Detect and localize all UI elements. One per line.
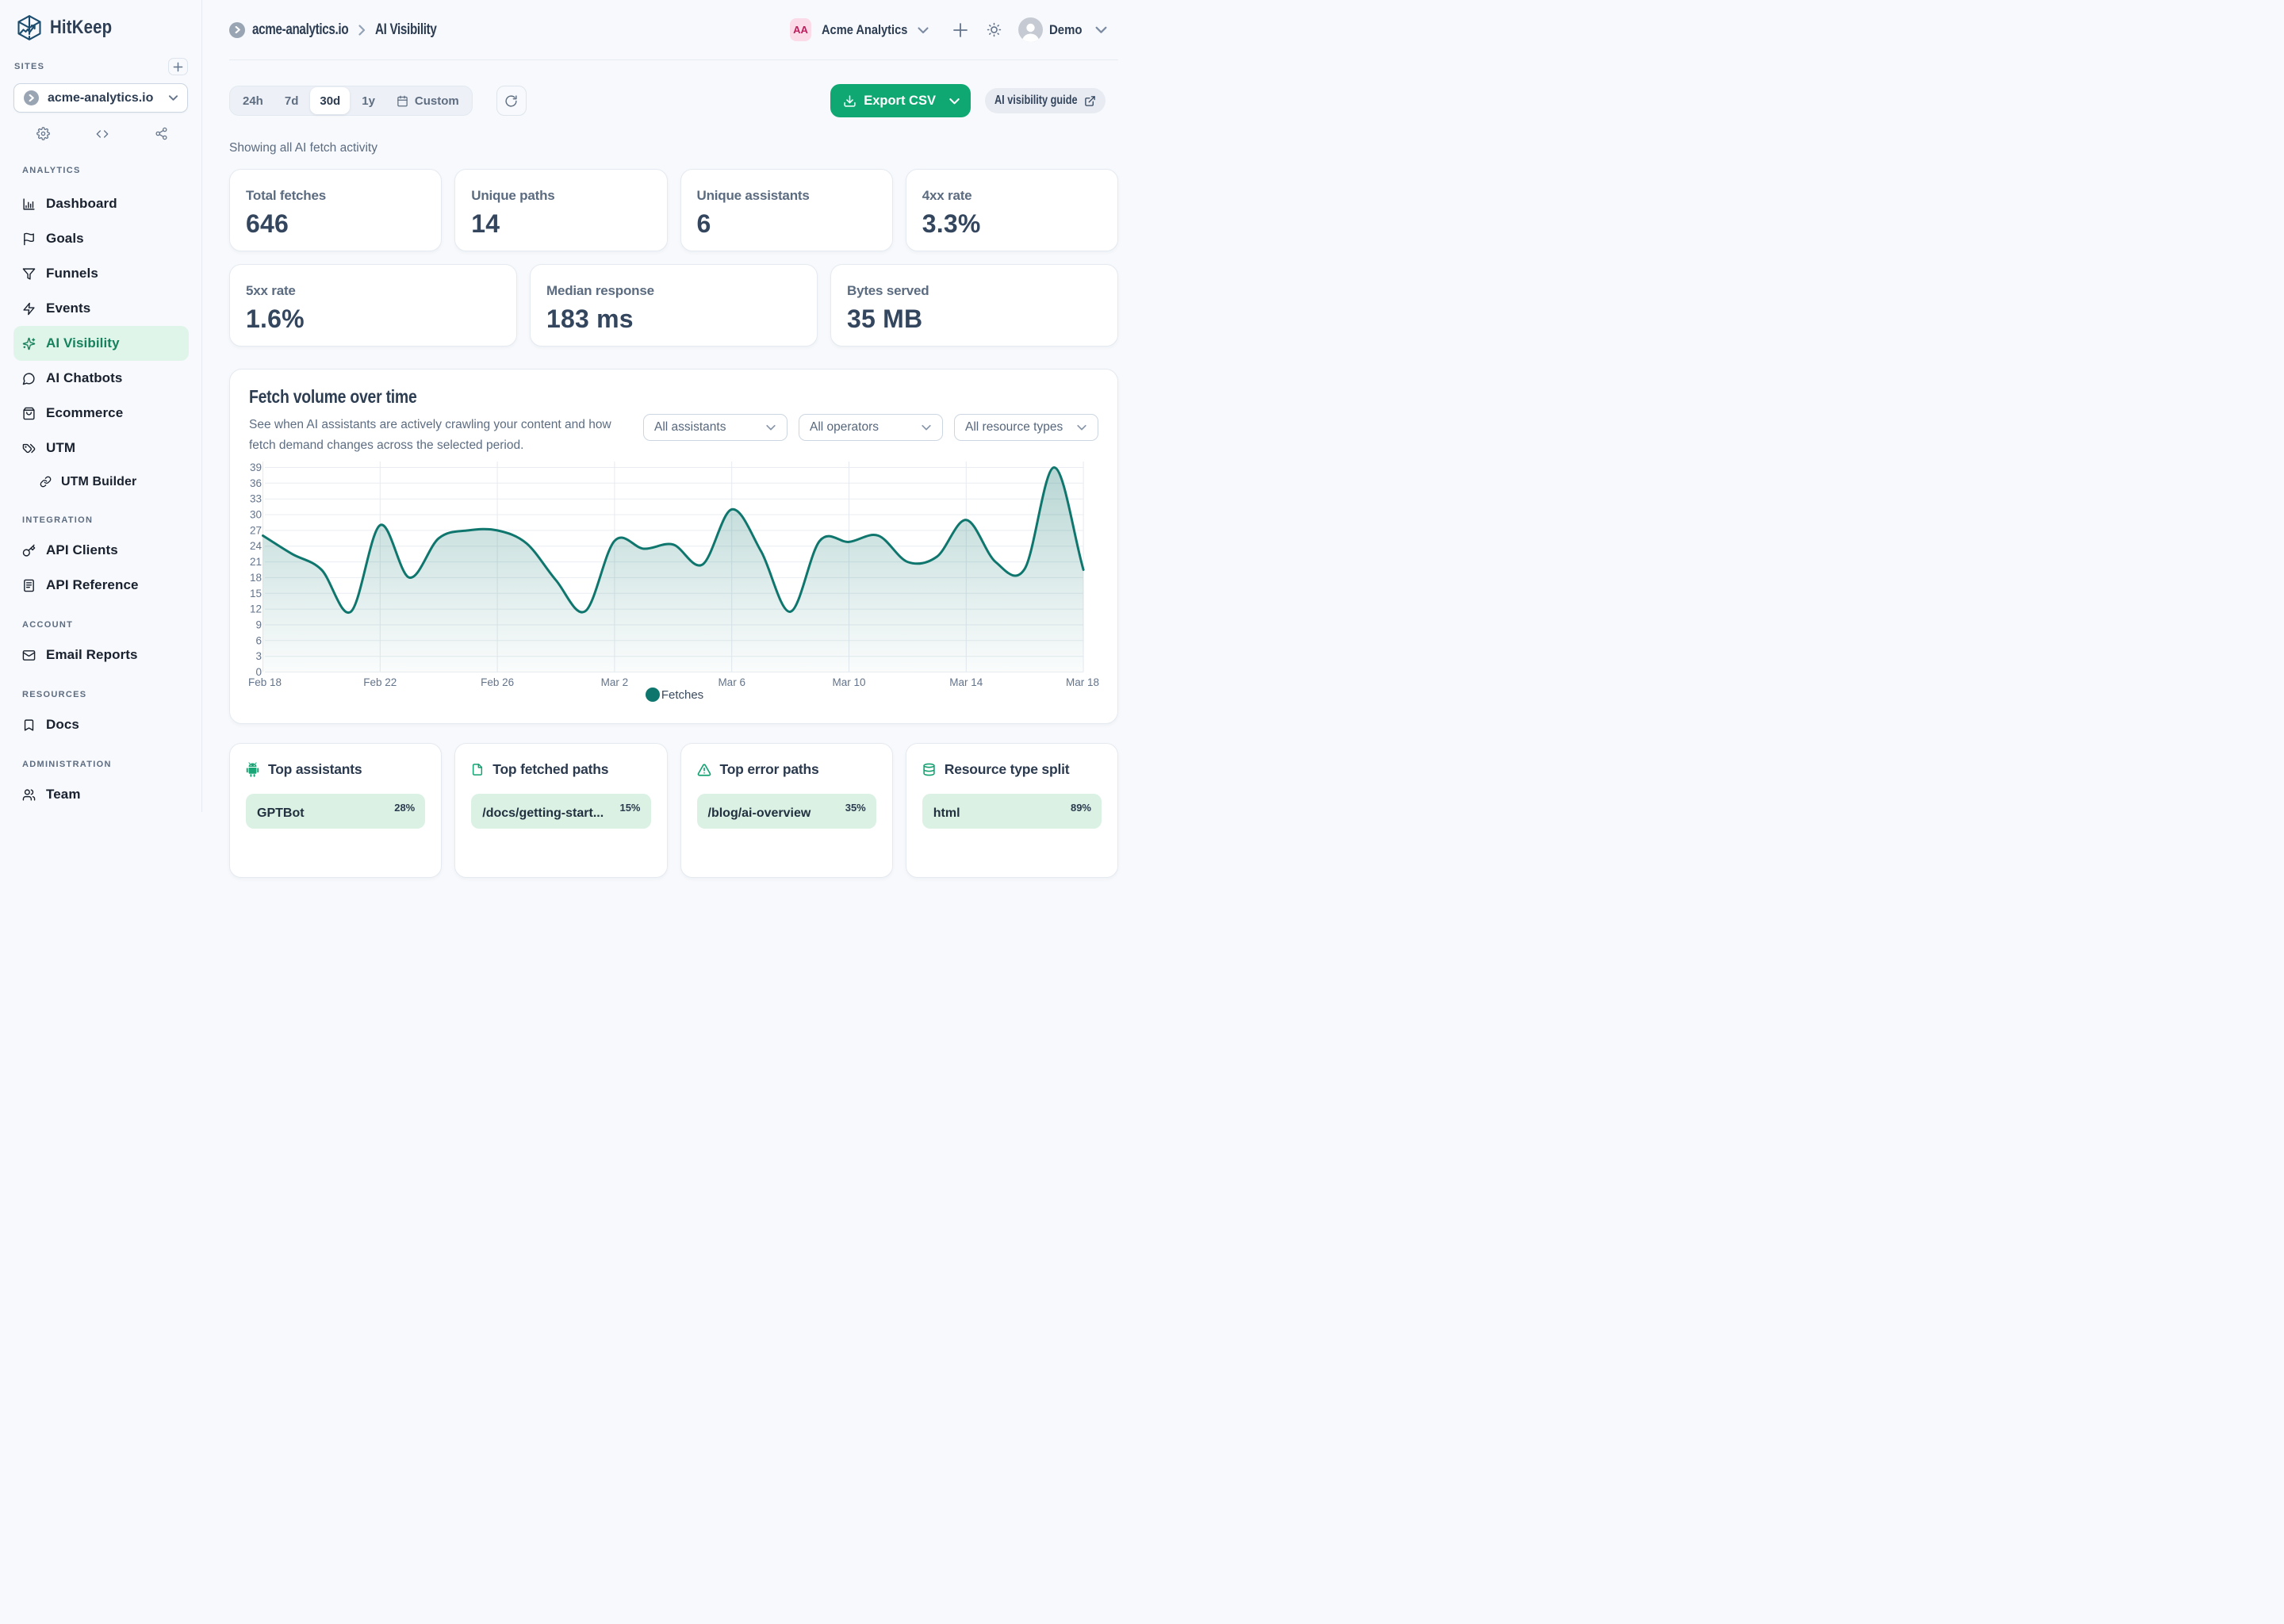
svg-text:Mar 18: Mar 18 [1066, 676, 1099, 688]
svg-text:Mar 10: Mar 10 [832, 676, 865, 688]
svg-text:6: 6 [255, 634, 262, 646]
svg-text:Mar 6: Mar 6 [718, 676, 745, 688]
svg-text:27: 27 [250, 524, 262, 536]
svg-text:3: 3 [255, 650, 262, 662]
svg-text:0: 0 [255, 666, 262, 678]
svg-text:Feb 18: Feb 18 [248, 676, 282, 688]
svg-text:36: 36 [250, 477, 262, 489]
svg-text:Feb 22: Feb 22 [363, 676, 397, 688]
svg-text:12: 12 [250, 603, 262, 615]
svg-text:39: 39 [250, 462, 262, 473]
svg-text:Feb 26: Feb 26 [481, 676, 514, 688]
svg-text:9: 9 [255, 619, 262, 631]
svg-text:21: 21 [250, 556, 262, 568]
svg-text:Mar 2: Mar 2 [601, 676, 629, 688]
svg-text:24: 24 [250, 540, 263, 552]
svg-text:Mar 14: Mar 14 [949, 676, 983, 688]
svg-text:30: 30 [250, 509, 262, 521]
svg-text:33: 33 [250, 493, 262, 505]
svg-text:18: 18 [250, 572, 262, 584]
svg-text:15: 15 [250, 588, 262, 599]
